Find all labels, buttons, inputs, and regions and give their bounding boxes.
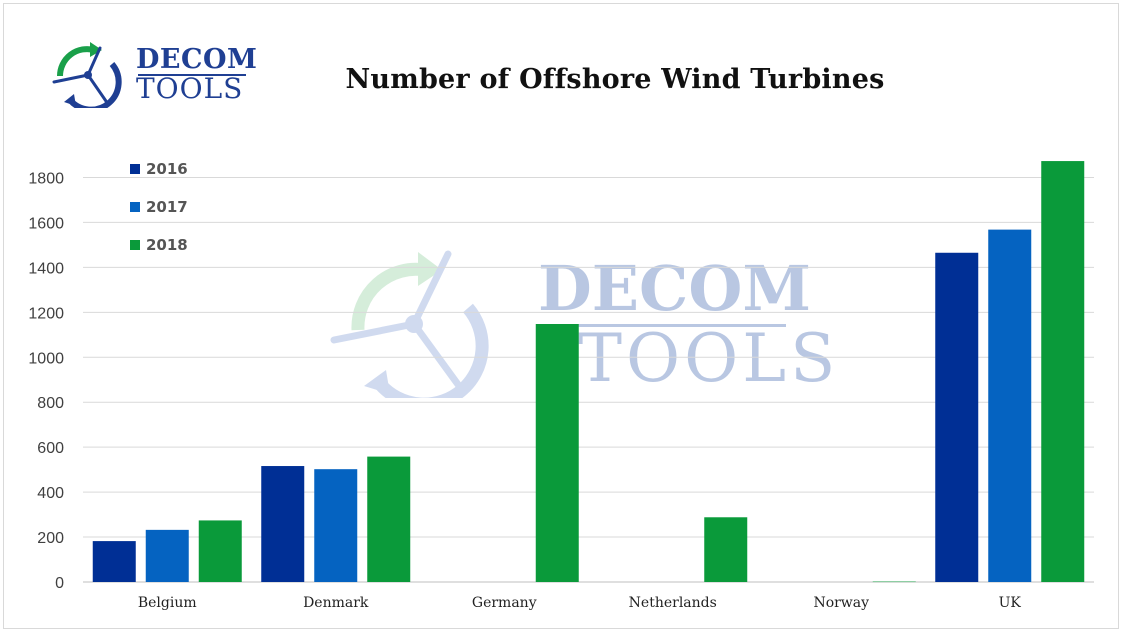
watermark-divider: [540, 324, 786, 327]
legend-label: 2016: [146, 160, 188, 178]
x-tick-label: Belgium: [138, 595, 197, 611]
y-tick-label: 600: [37, 440, 64, 457]
x-tick-label: Netherlands: [629, 595, 717, 611]
bar-netherlands-2018: [704, 517, 748, 582]
bar-uk-2018: [1041, 161, 1085, 582]
y-tick-label: 1200: [28, 305, 64, 322]
legend-swatch: [130, 202, 140, 212]
legend-label: 2018: [146, 236, 188, 254]
legend-swatch: [130, 164, 140, 174]
legend-item: 2016: [130, 150, 188, 188]
legend-item: 2018: [130, 226, 188, 264]
bar-norway-2018: [872, 581, 916, 583]
y-tick-label: 200: [37, 530, 64, 547]
y-tick-label: 1800: [28, 170, 64, 187]
y-tick-label: 1400: [28, 260, 64, 277]
bar-uk-2017: [988, 229, 1032, 583]
x-tick-label: Germany: [472, 595, 537, 611]
decom-tools-logo: DECOM TOOLS: [50, 42, 260, 108]
x-tick-label: Denmark: [303, 595, 369, 611]
chart-frame: [3, 3, 1119, 629]
bar-germany-2018: [535, 324, 579, 582]
y-tick-label: 0: [55, 575, 64, 592]
x-tick-label: UK: [999, 595, 1022, 611]
bar-denmark-2018: [367, 456, 411, 582]
legend-label: 2017: [146, 198, 188, 216]
y-tick-label: 1600: [28, 215, 64, 232]
legend: 2016 2017 2018: [130, 150, 188, 264]
bar-denmark-2017: [314, 469, 358, 582]
bar-denmark-2016: [261, 466, 305, 582]
bar-uk-2016: [935, 252, 979, 582]
y-tick-label: 400: [37, 485, 64, 502]
legend-swatch: [130, 240, 140, 250]
bar-belgium-2018: [198, 520, 242, 582]
x-tick-label: Norway: [813, 595, 869, 611]
watermark-word-tools: TOOLS: [578, 320, 840, 397]
bar-belgium-2016: [92, 541, 136, 582]
turbine-logo-icon: [52, 42, 122, 108]
chart-title: Number of Offshore Wind Turbines: [345, 64, 885, 95]
y-tick-label: 800: [37, 395, 64, 412]
logo-word-decom: DECOM: [136, 44, 258, 75]
bar-belgium-2017: [145, 529, 189, 582]
legend-item: 2017: [130, 188, 188, 226]
y-tick-label: 1000: [28, 350, 64, 367]
logo-divider: [138, 74, 246, 76]
logo-word-tools: TOOLS: [136, 72, 244, 105]
